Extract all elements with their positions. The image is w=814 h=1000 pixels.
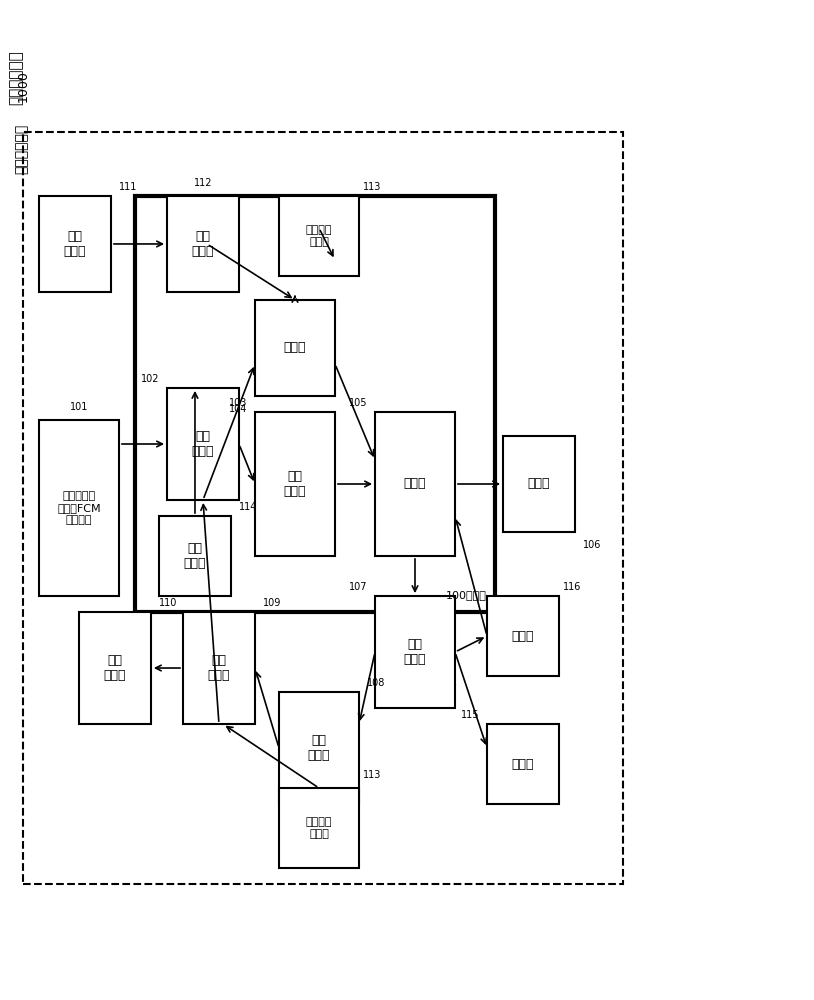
FancyBboxPatch shape: [79, 612, 151, 724]
Text: 115: 115: [461, 710, 479, 720]
Text: 114: 114: [239, 502, 257, 512]
FancyBboxPatch shape: [487, 724, 559, 804]
Text: 100主要部: 100主要部: [446, 590, 487, 600]
FancyBboxPatch shape: [375, 412, 455, 556]
FancyBboxPatch shape: [279, 692, 359, 804]
Text: 细胞
排列部: 细胞 排列部: [284, 470, 306, 498]
Text: 观察部: 观察部: [284, 341, 306, 354]
Text: 108: 108: [367, 678, 385, 688]
Text: 110: 110: [159, 598, 177, 608]
Text: 105: 105: [348, 398, 367, 408]
Text: 数据库: 数据库: [512, 758, 534, 771]
Text: 112: 112: [194, 178, 212, 188]
Text: 103: 103: [229, 398, 247, 408]
Text: 104: 104: [229, 404, 247, 414]
Text: 通道
启动部: 通道 启动部: [63, 230, 86, 258]
FancyBboxPatch shape: [135, 196, 495, 612]
FancyBboxPatch shape: [159, 516, 231, 596]
Text: 106: 106: [583, 540, 602, 550]
Text: 111: 111: [119, 182, 138, 192]
FancyBboxPatch shape: [255, 412, 335, 556]
FancyBboxPatch shape: [167, 196, 239, 292]
Text: 比较部: 比较部: [512, 630, 534, 643]
Text: 116: 116: [563, 582, 581, 592]
Text: 基因
分析部: 基因 分析部: [103, 654, 126, 682]
Text: 113: 113: [363, 182, 382, 192]
FancyBboxPatch shape: [39, 196, 111, 292]
FancyBboxPatch shape: [487, 596, 559, 676]
Text: 细胞观察装置: 细胞观察装置: [15, 124, 29, 174]
Text: 芯片
配置部: 芯片 配置部: [192, 230, 214, 258]
FancyBboxPatch shape: [279, 196, 359, 276]
FancyBboxPatch shape: [375, 596, 455, 708]
Text: 细胞观察装置: 细胞观察装置: [8, 50, 23, 105]
FancyBboxPatch shape: [503, 436, 575, 532]
Text: 102: 102: [141, 374, 159, 384]
FancyBboxPatch shape: [255, 300, 335, 396]
FancyBboxPatch shape: [23, 132, 623, 884]
FancyBboxPatch shape: [39, 420, 119, 596]
Text: 107: 107: [348, 582, 367, 592]
FancyBboxPatch shape: [167, 388, 239, 500]
Text: 细胞
保持部: 细胞 保持部: [208, 654, 230, 682]
Text: 药物
添加部: 药物 添加部: [184, 542, 206, 570]
Text: 显示部: 显示部: [527, 477, 550, 490]
Text: 细胞
导入部: 细胞 导入部: [192, 430, 214, 458]
Text: 分析部: 分析部: [404, 477, 427, 490]
Text: 细胞
取出部: 细胞 取出部: [308, 734, 330, 762]
Text: 109: 109: [263, 598, 282, 608]
Text: 101: 101: [70, 402, 88, 412]
Text: 1000: 1000: [16, 70, 29, 102]
FancyBboxPatch shape: [279, 788, 359, 868]
Text: 细胞环境
控制部: 细胞环境 控制部: [306, 817, 332, 839]
Text: 数据
存储部: 数据 存储部: [404, 638, 427, 666]
Text: 细胞环境
控制部: 细胞环境 控制部: [306, 225, 332, 247]
Text: 113: 113: [363, 770, 382, 780]
FancyBboxPatch shape: [183, 612, 255, 724]
Text: 细胞分选部
（例如FCM
分选器）: 细胞分选部 （例如FCM 分选器）: [57, 491, 101, 525]
